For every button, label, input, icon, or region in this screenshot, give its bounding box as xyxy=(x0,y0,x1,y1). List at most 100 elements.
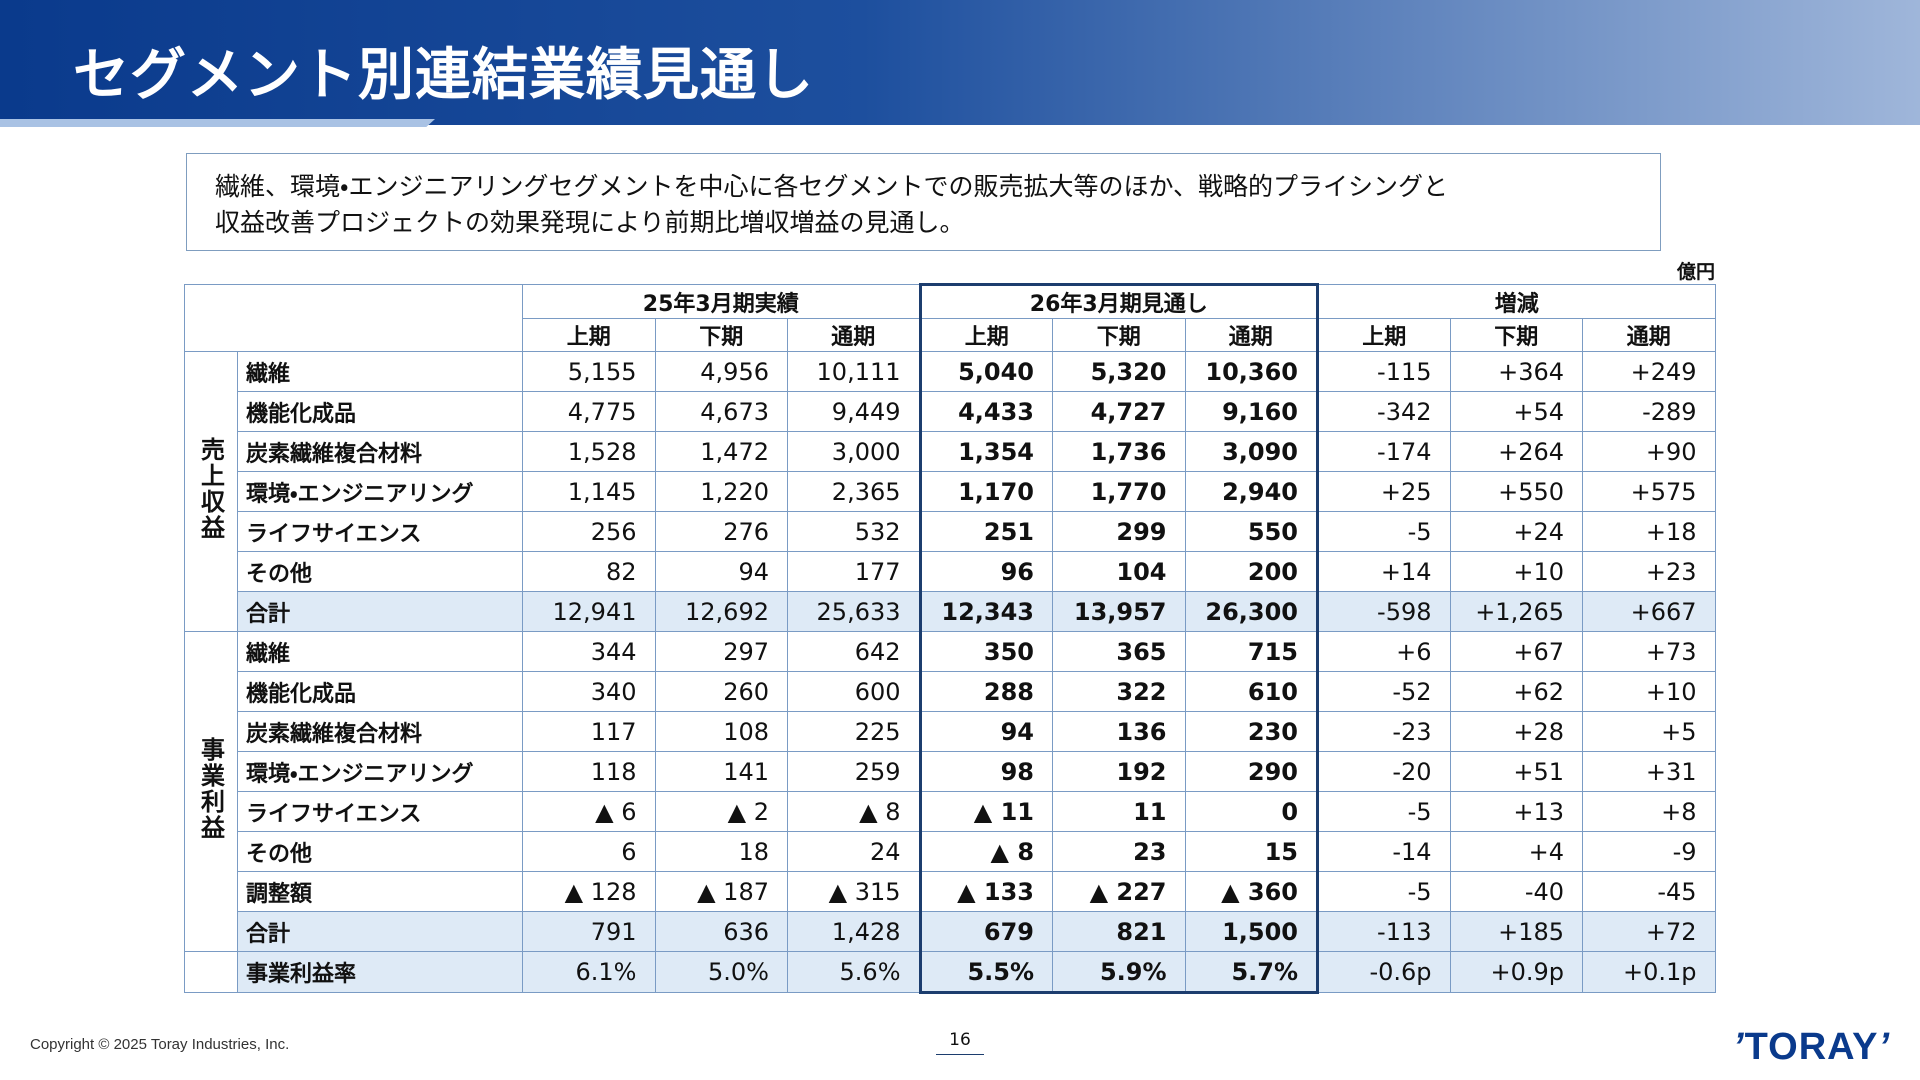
cell: 642 xyxy=(787,631,921,672)
cell: -113 xyxy=(1317,911,1451,952)
cell: ▲ 6 xyxy=(522,791,656,832)
table-row: 事業利益率 6.1% 5.0% 5.6% 5.5% 5.9% 5.7% -0.6p +0.9p +… xyxy=(184,951,1716,994)
cell: 108 xyxy=(654,711,788,752)
header-row: 25年3月期実績 26年3月期見通し 増減 xyxy=(184,283,1716,352)
cell: ▲ 2 xyxy=(654,791,788,832)
cell: 82 xyxy=(522,551,656,592)
cell: +550 xyxy=(1449,471,1584,512)
cell: 5,155 xyxy=(522,351,656,392)
cell: 715 xyxy=(1184,631,1320,672)
summary-line: 収益改善プロジェクトの効果発現により前期比増収増益の見通し。 xyxy=(215,208,965,237)
table-row: ライフサイエンス 256 276 532 251 299 550 -5 +24 +18 xyxy=(185,511,1716,552)
cell: 5.0% xyxy=(654,951,788,993)
cell: +0.9p xyxy=(1449,951,1584,993)
cell: 532 xyxy=(787,511,921,552)
row-label: 調整額 xyxy=(237,871,523,912)
table-row: その他 82 94 177 96 104 200 +14 +10 +23 xyxy=(185,551,1716,592)
cell: +51 xyxy=(1449,751,1584,792)
cell: 297 xyxy=(654,631,788,672)
column-header: 下期 xyxy=(1449,318,1584,352)
cell: ▲ 128 xyxy=(522,871,656,912)
cell: 679 xyxy=(918,911,1054,952)
cell: 2,365 xyxy=(787,471,921,512)
cell: 10,360 xyxy=(1184,351,1320,392)
cell: -52 xyxy=(1317,671,1451,712)
table-row: 調整額 ▲ 128 ▲ 187 ▲ 315 ▲ 133 ▲ 227 ▲ 360 -5 -40 -4… xyxy=(185,871,1716,912)
cell: ▲ 133 xyxy=(918,871,1054,912)
cell: -45 xyxy=(1582,871,1716,912)
slide-title: セグメント別連結業績見通し xyxy=(73,43,814,108)
table-row: 事業利益 繊維 344 297 642 350 365 715 +6 +67 +73 xyxy=(184,631,1716,952)
segment-table: 25年3月期実績 26年3月期見通し 増減 上期 下期 通期 上期 下期 通期 上期 下期 通期 売上… xyxy=(184,283,1716,994)
row-label: 環境・エンジニアリング xyxy=(237,751,523,792)
cell: 610 xyxy=(1184,671,1320,712)
cell: +18 xyxy=(1582,511,1716,552)
cell: 3,000 xyxy=(787,431,921,472)
cell: 94 xyxy=(654,551,788,592)
cell: +31 xyxy=(1582,751,1716,792)
cell: 600 xyxy=(787,671,921,712)
row-label: 繊維 xyxy=(237,631,523,672)
group-header: 25年3月期実績 xyxy=(522,284,921,319)
cell: 1,170 xyxy=(918,471,1054,512)
cell: +667 xyxy=(1582,591,1716,632)
cell: 5.9% xyxy=(1052,951,1186,994)
summary-box: 繊維、環境・エンジニアリングセグメントを中心に各セグメントでの販売拡大等のほか、… xyxy=(186,153,1661,251)
summary-line: 繊維、環境・エンジニアリングセグメントを中心に各セグメントでの販売拡大等のほか、… xyxy=(215,172,1449,201)
cell: 259 xyxy=(787,751,921,792)
cell: 4,775 xyxy=(522,391,656,432)
table-row: 環境・エンジニアリング 118 141 259 98 192 290 -20 +51 +31 xyxy=(185,751,1716,792)
cell: 1,220 xyxy=(654,471,788,512)
cell: 26,300 xyxy=(1184,591,1320,632)
cell: 636 xyxy=(654,911,788,952)
cell: 6 xyxy=(522,831,656,872)
cell: 4,433 xyxy=(918,391,1054,432)
cell: 104 xyxy=(1052,551,1186,592)
cell: +5 xyxy=(1582,711,1716,752)
cell: ▲ 187 xyxy=(654,871,788,912)
column-header: 通期 xyxy=(1184,318,1320,352)
cell: +23 xyxy=(1582,551,1716,592)
cell: 117 xyxy=(522,711,656,752)
cell: 5.5% xyxy=(918,951,1054,994)
cell: +264 xyxy=(1449,431,1584,472)
cell: 1,472 xyxy=(654,431,788,472)
cell: 15 xyxy=(1184,831,1320,872)
section-cell xyxy=(184,951,238,993)
logo-mark: ’ xyxy=(1733,1026,1745,1068)
cell: 276 xyxy=(654,511,788,552)
table-row: 炭素繊維複合材料 117 108 225 94 136 230 -23 +28 +5 xyxy=(185,711,1716,752)
cell: +4 xyxy=(1449,831,1584,872)
cell: 177 xyxy=(787,551,921,592)
unit-label: 億円 xyxy=(1676,261,1715,283)
row-label: 繊維 xyxy=(237,351,523,392)
cell: ▲ 11 xyxy=(918,791,1054,832)
cell: -0.6p xyxy=(1317,951,1451,993)
cell: 200 xyxy=(1184,551,1320,592)
cell: -23 xyxy=(1317,711,1451,752)
cell: 1,736 xyxy=(1052,431,1186,472)
column-header: 上期 xyxy=(918,318,1054,352)
table-row: 合計 12,941 12,692 25,633 12,343 13,957 26,300 -5… xyxy=(185,591,1716,632)
logo-mark: ’ xyxy=(1878,1026,1890,1068)
table-row: 炭素繊維複合材料 1,528 1,472 3,000 1,354 1,736 3,090 -1… xyxy=(185,431,1716,472)
column-header: 下期 xyxy=(1052,318,1186,352)
cell: -5 xyxy=(1317,871,1451,912)
cell: 11 xyxy=(1052,791,1186,832)
column-header: 通期 xyxy=(787,318,921,352)
cell: 1,500 xyxy=(1184,911,1320,952)
cell: 9,449 xyxy=(787,391,921,432)
cell: 0 xyxy=(1184,791,1320,832)
cell: 4,673 xyxy=(654,391,788,432)
cell: ▲ 8 xyxy=(918,831,1054,872)
section-cell: 事業利益 xyxy=(184,631,238,952)
cell: -342 xyxy=(1317,391,1451,432)
cell: 10,111 xyxy=(787,351,921,392)
copyright: Copyright © 2025 Toray Industries, Inc. xyxy=(30,1036,290,1053)
section-cell: 売上収益 xyxy=(184,351,238,632)
cell: 1,354 xyxy=(918,431,1054,472)
cell: +185 xyxy=(1449,911,1584,952)
cell: 5,320 xyxy=(1052,351,1186,392)
cell: +0.1p xyxy=(1582,951,1716,993)
cell: 288 xyxy=(918,671,1054,712)
